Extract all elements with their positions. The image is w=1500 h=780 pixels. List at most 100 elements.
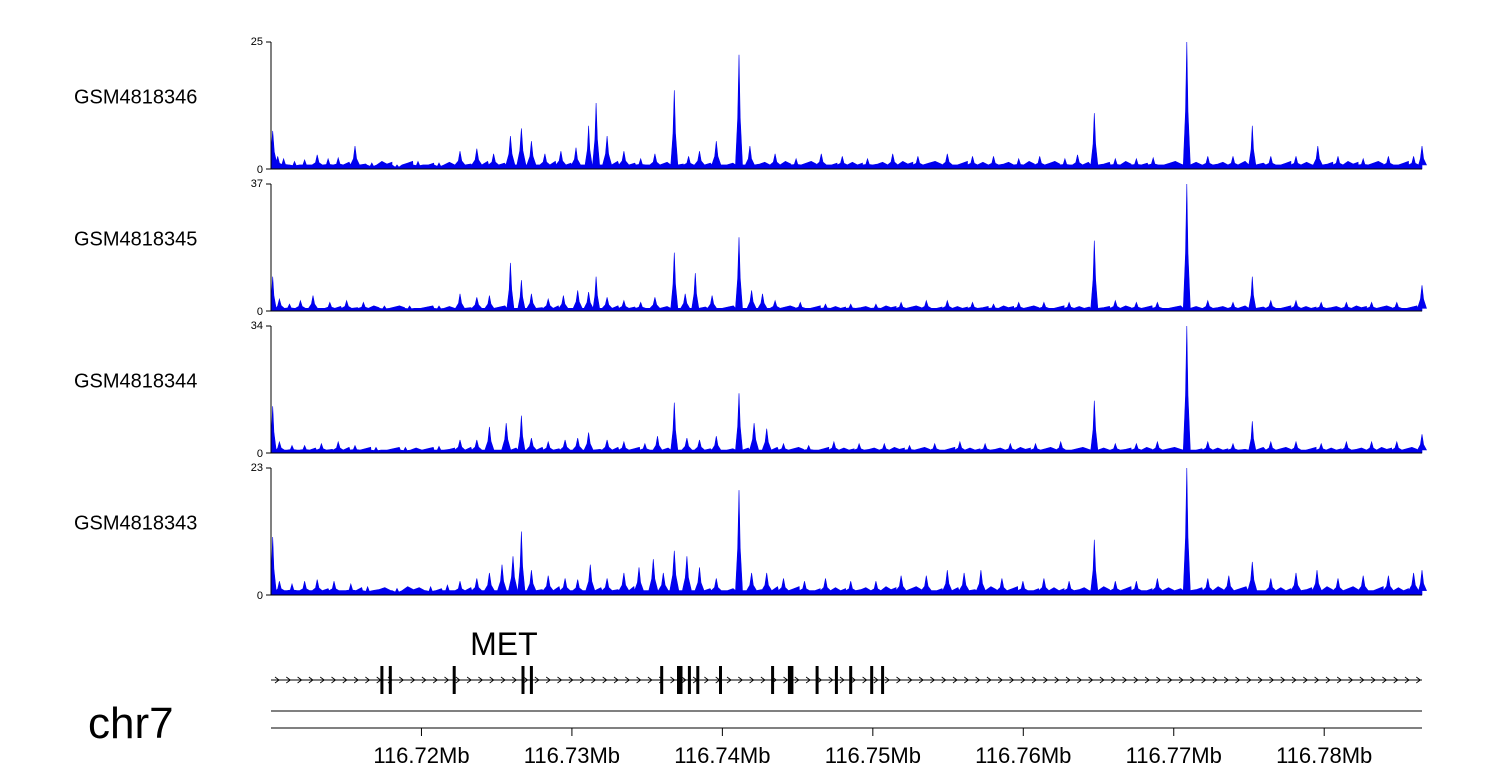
track-ymax-label: 23: [251, 462, 263, 474]
exon-mark: [834, 666, 838, 694]
strand-arrow: [636, 676, 642, 684]
x-tick-label: 116.74Mb: [674, 743, 770, 768]
strand-arrow: [399, 676, 405, 684]
exon-mark: [881, 666, 885, 694]
strand-arrow: [964, 676, 970, 684]
strand-arrow: [1178, 676, 1184, 684]
coverage-area-GSM4818344: [270, 325, 1428, 454]
exon-mark: [452, 666, 456, 694]
track-ymax-label: 34: [251, 320, 263, 332]
strand-arrow: [1348, 676, 1354, 684]
strand-arrow: [1359, 676, 1365, 684]
strand-arrow: [545, 676, 551, 684]
strand-arrow: [1031, 676, 1037, 684]
strand-arrow: [997, 676, 1003, 684]
track-ymin-label: 0: [257, 448, 263, 460]
strand-arrow: [286, 676, 292, 684]
strand-arrow: [1088, 676, 1094, 684]
strand-arrow: [1223, 676, 1229, 684]
strand-arrow: [1246, 676, 1252, 684]
strand-arrow: [1020, 676, 1026, 684]
strand-arrow: [1099, 676, 1105, 684]
exon-mark: [521, 666, 525, 694]
strand-arrow: [1382, 676, 1388, 684]
strand-arrow: [975, 676, 981, 684]
strand-arrow: [1416, 676, 1422, 684]
strand-arrow: [478, 676, 484, 684]
coverage-area-GSM4818346: [270, 41, 1427, 170]
exon-mark: [787, 666, 791, 694]
strand-arrow: [579, 676, 585, 684]
strand-arrow: [568, 676, 574, 684]
strand-arrow: [986, 676, 992, 684]
x-tick-label: 116.78Mb: [1276, 743, 1372, 768]
exon-mark: [660, 666, 664, 694]
strand-arrow: [500, 676, 506, 684]
track-name-label: GSM4818343: [74, 513, 197, 535]
exon-mark: [815, 666, 819, 694]
strand-arrow: [1212, 676, 1218, 684]
strand-arrow: [557, 676, 563, 684]
strand-arrow: [851, 676, 857, 684]
track-ymax-label: 37: [251, 178, 263, 190]
x-tick-label: 116.75Mb: [825, 743, 921, 768]
strand-arrow: [602, 676, 608, 684]
chrom-label: chr7: [88, 699, 174, 748]
x-tick-label: 116.73Mb: [524, 743, 620, 768]
strand-arrow: [455, 676, 461, 684]
strand-arrow: [681, 676, 687, 684]
track-name-label: GSM4818346: [74, 87, 197, 109]
strand-arrow: [1314, 676, 1320, 684]
strand-arrow: [1303, 676, 1309, 684]
strand-arrow: [353, 676, 359, 684]
strand-arrow: [1065, 676, 1071, 684]
track-ymin-label: 0: [257, 590, 263, 602]
exon-mark: [679, 666, 683, 694]
strand-arrow: [591, 676, 597, 684]
strand-arrow: [1133, 676, 1139, 684]
strand-arrow: [1054, 676, 1060, 684]
strand-arrow: [1370, 676, 1376, 684]
strand-arrow: [817, 676, 823, 684]
strand-arrow: [1190, 676, 1196, 684]
strand-arrow: [896, 676, 902, 684]
exon-mark: [388, 666, 392, 694]
strand-arrow: [534, 676, 540, 684]
strand-arrow: [726, 676, 732, 684]
x-tick-label: 116.76Mb: [975, 743, 1071, 768]
exon-mark: [790, 666, 794, 694]
strand-arrow: [432, 676, 438, 684]
strand-arrow: [613, 676, 619, 684]
strand-arrow: [1269, 676, 1275, 684]
strand-arrow: [319, 676, 325, 684]
strand-arrow: [670, 676, 676, 684]
strand-arrow: [1043, 676, 1049, 684]
strand-arrow: [1110, 676, 1116, 684]
strand-arrow: [308, 676, 314, 684]
strand-arrow: [365, 676, 371, 684]
strand-arrow: [1156, 676, 1162, 684]
exon-mark: [719, 666, 722, 694]
strand-arrow: [862, 676, 868, 684]
strand-arrow: [1291, 676, 1297, 684]
coverage-area-GSM4818345: [270, 183, 1427, 312]
strand-arrow: [704, 676, 710, 684]
strand-arrow: [342, 676, 348, 684]
exon-mark: [870, 666, 874, 694]
strand-arrow: [512, 676, 518, 684]
strand-arrow: [523, 676, 529, 684]
strand-arrow: [738, 676, 744, 684]
strand-arrow: [1144, 676, 1150, 684]
strand-arrow: [466, 676, 472, 684]
strand-arrow: [1077, 676, 1083, 684]
strand-arrow: [331, 676, 337, 684]
strand-arrow: [760, 676, 766, 684]
strand-arrow: [297, 676, 303, 684]
exon-mark: [771, 666, 775, 694]
strand-arrow: [907, 676, 913, 684]
track-name-label: GSM4818345: [74, 229, 197, 251]
strand-arrow: [444, 676, 450, 684]
strand-arrow: [884, 676, 890, 684]
